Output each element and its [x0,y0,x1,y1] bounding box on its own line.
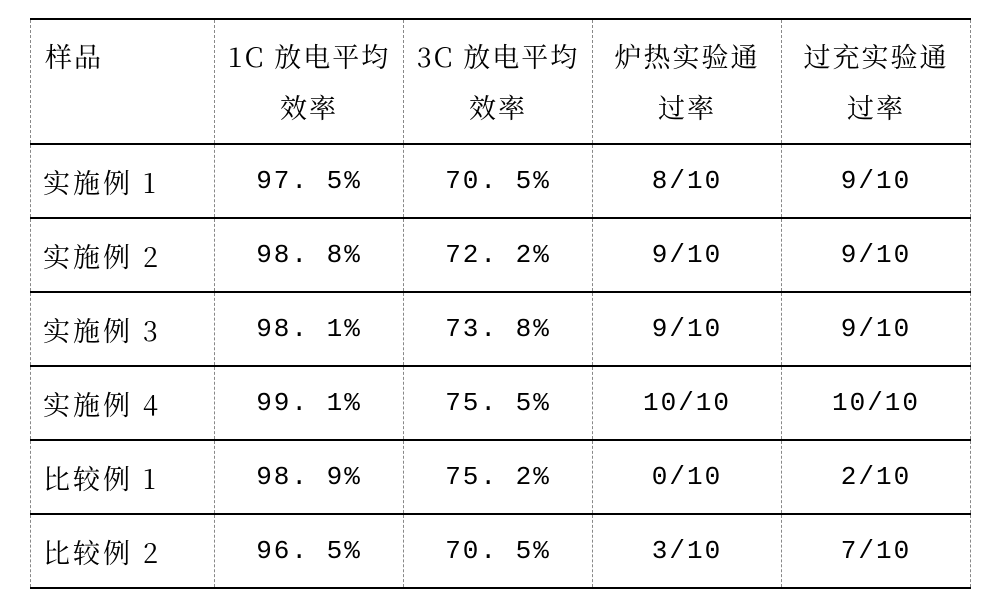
col-header-furnace-l1: 炉热实验通 [594,30,780,81]
cell-1c: 96. 5% [215,514,404,588]
table-row: 实施例 4 99. 1% 75. 5% 10/10 10/10 [31,366,971,440]
col-header-1c: 1C 放电平均 效率 [215,19,404,144]
cell-3c: 73. 8% [404,292,593,366]
col-header-overcharge: 过充实验通 过率 [782,19,971,144]
col-header-3c-l2: 效率 [405,81,591,132]
cell-3c: 72. 2% [404,218,593,292]
col-header-sample: 样品 [31,19,215,144]
row-label: 实施例 2 [31,218,215,292]
results-table: 样品 1C 放电平均 效率 3C 放电平均 效率 炉热实验通 过率 过充实验通 … [30,18,971,589]
cell-overcharge: 9/10 [782,292,971,366]
col-header-overcharge-l2: 过率 [783,81,969,132]
cell-3c: 75. 2% [404,440,593,514]
row-label: 实施例 4 [31,366,215,440]
row-label: 比较例 1 [31,440,215,514]
table-row: 比较例 2 96. 5% 70. 5% 3/10 7/10 [31,514,971,588]
cell-overcharge: 10/10 [782,366,971,440]
cell-furnace: 0/10 [593,440,782,514]
cell-1c: 98. 1% [215,292,404,366]
cell-overcharge: 9/10 [782,144,971,218]
table-row: 实施例 2 98. 8% 72. 2% 9/10 9/10 [31,218,971,292]
col-header-furnace: 炉热实验通 过率 [593,19,782,144]
table-row: 比较例 1 98. 9% 75. 2% 0/10 2/10 [31,440,971,514]
cell-overcharge: 9/10 [782,218,971,292]
row-label: 比较例 2 [31,514,215,588]
cell-furnace: 8/10 [593,144,782,218]
row-label: 实施例 1 [31,144,215,218]
table-row: 实施例 1 97. 5% 70. 5% 8/10 9/10 [31,144,971,218]
cell-furnace: 10/10 [593,366,782,440]
cell-3c: 70. 5% [404,514,593,588]
col-header-3c: 3C 放电平均 效率 [404,19,593,144]
cell-1c: 98. 8% [215,218,404,292]
cell-1c: 98. 9% [215,440,404,514]
cell-1c: 99. 1% [215,366,404,440]
table-header-row: 样品 1C 放电平均 效率 3C 放电平均 效率 炉热实验通 过率 过充实验通 … [31,19,971,144]
cell-3c: 70. 5% [404,144,593,218]
col-header-sample-l1: 样品 [45,30,213,81]
col-header-1c-l1: 1C 放电平均 [216,30,402,81]
col-header-3c-l1: 3C 放电平均 [405,30,591,81]
col-header-overcharge-l1: 过充实验通 [783,30,969,81]
cell-1c: 97. 5% [215,144,404,218]
cell-overcharge: 2/10 [782,440,971,514]
cell-furnace: 9/10 [593,292,782,366]
cell-furnace: 3/10 [593,514,782,588]
table-row: 实施例 3 98. 1% 73. 8% 9/10 9/10 [31,292,971,366]
col-header-furnace-l2: 过率 [594,81,780,132]
table-body: 实施例 1 97. 5% 70. 5% 8/10 9/10 实施例 2 98. … [31,144,971,588]
cell-3c: 75. 5% [404,366,593,440]
cell-overcharge: 7/10 [782,514,971,588]
col-header-1c-l2: 效率 [216,81,402,132]
row-label: 实施例 3 [31,292,215,366]
cell-furnace: 9/10 [593,218,782,292]
